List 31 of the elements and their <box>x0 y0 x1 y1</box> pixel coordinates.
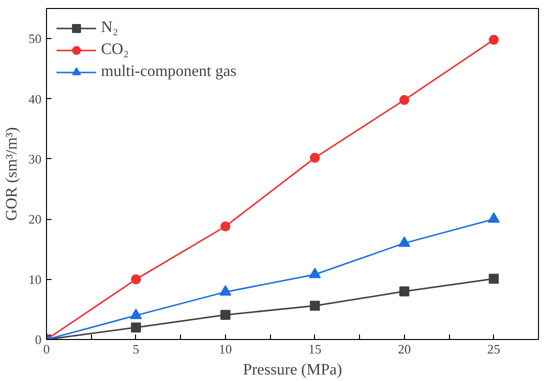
point <box>130 308 142 320</box>
x-tick-label: 10 <box>218 342 232 356</box>
legend-label: CO₂ <box>101 41 129 59</box>
y-tick-label: 40 <box>28 91 42 106</box>
point <box>488 212 500 223</box>
point <box>219 285 232 296</box>
point <box>398 236 410 247</box>
point <box>220 310 230 320</box>
y-axis-title: GOR (sm³/m³) <box>4 127 20 221</box>
point <box>310 300 320 311</box>
x-tick-label: 15 <box>308 342 322 356</box>
y-tick-label: 10 <box>28 272 42 287</box>
point <box>310 152 320 163</box>
point <box>308 268 321 278</box>
y-tick-label: 0 <box>35 332 42 347</box>
y-tick-label: 30 <box>28 151 42 166</box>
legend-label: N₂ <box>101 19 120 37</box>
x-tick-label: 5 <box>132 342 140 356</box>
point <box>399 286 410 296</box>
y-tick-label: 20 <box>28 212 42 227</box>
point <box>488 274 499 284</box>
point <box>399 94 410 105</box>
point <box>488 34 499 45</box>
point <box>220 221 230 232</box>
y-tick-label: 50 <box>28 31 42 46</box>
x-axis-title: Pressure (MPa) <box>242 362 342 378</box>
x-tick-label: 25 <box>487 342 500 356</box>
point <box>130 274 141 284</box>
legend-label: multi-component gas <box>101 63 237 81</box>
point <box>130 322 141 332</box>
x-tick-label: 20 <box>398 342 411 356</box>
